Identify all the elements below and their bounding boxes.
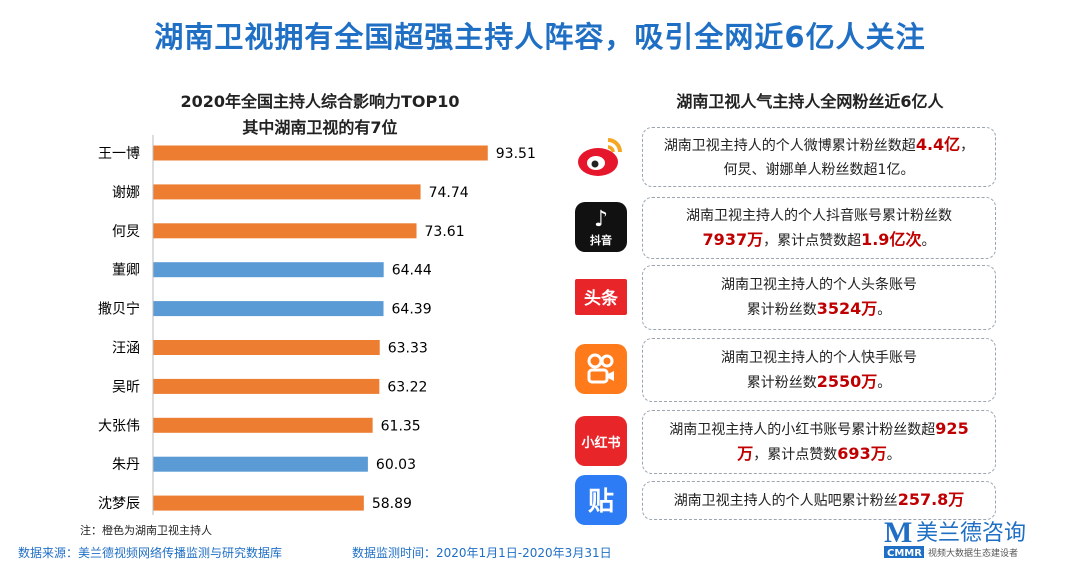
bar-chart: 王一博 93.51 谢娜 74.74 何炅 73.61 董卿 64.44 撒贝宁 64.39 汪涵 6… xyxy=(98,135,536,515)
stat-line: 湖南卫视主持人的个人微博累计粉丝数超4.4亿， xyxy=(664,133,974,158)
stat-text: 湖南卫视主持人的个人快手账号 xyxy=(721,349,917,366)
platform-stat-box: 湖南卫视主持人的个人快手账号累计粉丝数2550万。 xyxy=(642,338,996,402)
category-label: 大张伟 xyxy=(98,418,140,434)
value-label: 93.51 xyxy=(496,146,536,162)
svg-text:视频大数据生态建设者: 视频大数据生态建设者 xyxy=(928,547,1018,559)
stat-text: 湖南卫视主持人的个人微博累计粉丝数超 xyxy=(663,137,916,154)
stat-line: 何炅、谢娜单人粉丝数超1亿。 xyxy=(724,158,915,182)
bar xyxy=(153,223,417,239)
highlight-number: 925 xyxy=(935,419,969,438)
platform-stat-box: 湖南卫视主持人的个人微博累计粉丝数超4.4亿， 何炅、谢娜单人粉丝数超1亿。 xyxy=(642,127,996,187)
value-label: 58.89 xyxy=(372,496,412,512)
stat-text: ，累计点赞数超 xyxy=(763,232,862,249)
stat-text: 累计粉丝数 xyxy=(746,374,817,391)
category-label: 吴昕 xyxy=(112,379,140,395)
value-label: 64.44 xyxy=(392,263,432,279)
bar xyxy=(153,340,380,355)
highlight-number: 4.4亿 xyxy=(915,134,961,154)
platform-stat-box: 湖南卫视主持人的个人头条账号累计粉丝数3524万。 xyxy=(642,265,996,330)
stat-line: 累计粉丝数2550万。 xyxy=(747,370,892,395)
stat-text: ，累计点赞数 xyxy=(753,447,838,463)
value-label: 73.61 xyxy=(425,224,465,240)
svg-text:CMMR: CMMR xyxy=(887,548,922,559)
data-period: 数据监测时间：2020年1月1日-2020年3月31日 xyxy=(352,546,612,560)
svg-text:M: M xyxy=(884,516,912,549)
data-source: 数据来源：美兰德视频网络传播监测与研究数据库 xyxy=(18,546,283,560)
chart-title: 2020年全国主持人综合影响力TOP10 xyxy=(180,92,460,111)
value-label: 74.74 xyxy=(429,185,469,201)
right-title: 湖南卫视人气主持人全网粉丝近6亿人 xyxy=(676,92,944,111)
bar xyxy=(153,378,380,394)
stat-line: 湖南卫视主持人的个人头条账号 xyxy=(721,273,917,297)
platform-stat-box: 湖南卫视主持人的个人贴吧累计粉丝257.8万 xyxy=(642,481,996,520)
weibo-icon xyxy=(575,131,627,181)
highlight-number: 693万 xyxy=(837,444,887,463)
value-label: 60.03 xyxy=(376,457,416,473)
stat-text: 。 xyxy=(877,374,892,391)
stat-line: 湖南卫视主持人的小红书账号累计粉丝数超925 xyxy=(669,417,968,442)
stat-text: 。 xyxy=(886,447,901,463)
bar xyxy=(153,184,421,200)
stat-line: 湖南卫视主持人的个人抖音账号累计粉丝数 xyxy=(686,204,952,228)
stat-text: 何炅、谢娜单人粉丝数超1亿。 xyxy=(723,161,915,178)
stat-line: 累计粉丝数3524万。 xyxy=(747,297,892,322)
highlight-number: 3524万 xyxy=(816,299,878,318)
kuaishou-icon xyxy=(575,344,627,394)
icon-label: 头条 xyxy=(584,289,618,309)
logo-name: 美兰德咨询 xyxy=(916,521,1026,546)
stat-text: 湖南卫视主持人的个人抖音账号累计粉丝数 xyxy=(686,207,952,224)
icon-label: 贴 xyxy=(587,487,614,517)
stat-line: 湖南卫视主持人的个人贴吧累计粉丝257.8万 xyxy=(674,488,965,513)
toutiao-icon: 头条 xyxy=(575,278,627,315)
stat-text: 湖南卫视主持人的小红书账号累计粉丝数超 xyxy=(669,422,936,438)
category-label: 王一博 xyxy=(98,145,140,162)
platform-stat-box: 湖南卫视主持人的个人抖音账号累计粉丝数 7937万，累计点赞数超1.9亿次。 xyxy=(642,197,996,259)
highlight-number: 1.9亿次 xyxy=(861,229,922,249)
category-label: 谢娜 xyxy=(112,185,140,201)
highlight-number: 7937万 xyxy=(702,229,764,249)
stat-line: 7937万，累计点赞数超1.9亿次。 xyxy=(703,228,936,253)
bar xyxy=(153,301,384,317)
category-label: 董卿 xyxy=(112,263,140,279)
icon-label: 抖音 xyxy=(590,233,612,247)
chart-note: 注：橙色为湖南卫视主持人 xyxy=(80,524,212,537)
highlight-number: 万 xyxy=(737,444,754,463)
platform-stat-box: 湖南卫视主持人的小红书账号累计粉丝数超925 万，累计点赞数693万。 xyxy=(642,410,996,474)
category-label: 撒贝宁 xyxy=(98,301,140,318)
bar xyxy=(153,456,368,472)
tieba-icon: 贴 xyxy=(575,474,627,525)
value-label: 63.22 xyxy=(387,379,427,395)
category-label: 朱丹 xyxy=(112,457,140,473)
bar xyxy=(153,495,364,511)
douyin-icon: ♪ 抖音 xyxy=(575,202,627,252)
chart-subtitle: 其中湖南卫视的有7位 xyxy=(242,118,398,137)
stat-text: 湖南卫视主持人的个人头条账号 xyxy=(721,277,917,293)
value-label: 63.33 xyxy=(388,341,428,357)
highlight-number: 257.8万 xyxy=(897,490,965,509)
value-label: 61.35 xyxy=(381,418,421,434)
highlight-number: 2550万 xyxy=(816,371,878,391)
category-label: 沈梦辰 xyxy=(98,496,140,512)
category-label: 何炅 xyxy=(112,224,140,240)
bar xyxy=(153,417,373,433)
stat-text: 。 xyxy=(921,232,936,249)
cmmr-logo: M 美兰德咨询 CMMR 视频大数据生态建设者 xyxy=(884,516,1026,559)
bar xyxy=(153,262,384,278)
bar xyxy=(153,145,488,161)
stat-text: 累计粉丝数 xyxy=(746,302,817,318)
stat-text: ， xyxy=(960,137,975,154)
stat-line: 湖南卫视主持人的个人快手账号 xyxy=(721,346,917,370)
stat-text: 湖南卫视主持人的个人贴吧累计粉丝 xyxy=(673,493,898,509)
stat-line: 万，累计点赞数693万。 xyxy=(737,442,900,467)
category-label: 汪涵 xyxy=(112,341,140,357)
xiaohongshu-icon: 小红书 xyxy=(575,416,627,466)
icon-label: 小红书 xyxy=(581,435,621,451)
value-label: 64.39 xyxy=(392,302,432,318)
stat-text: 。 xyxy=(877,302,892,318)
page-title: 湖南卫视拥有全国超强主持人阵容，吸引全网近6亿人关注 xyxy=(154,20,926,54)
